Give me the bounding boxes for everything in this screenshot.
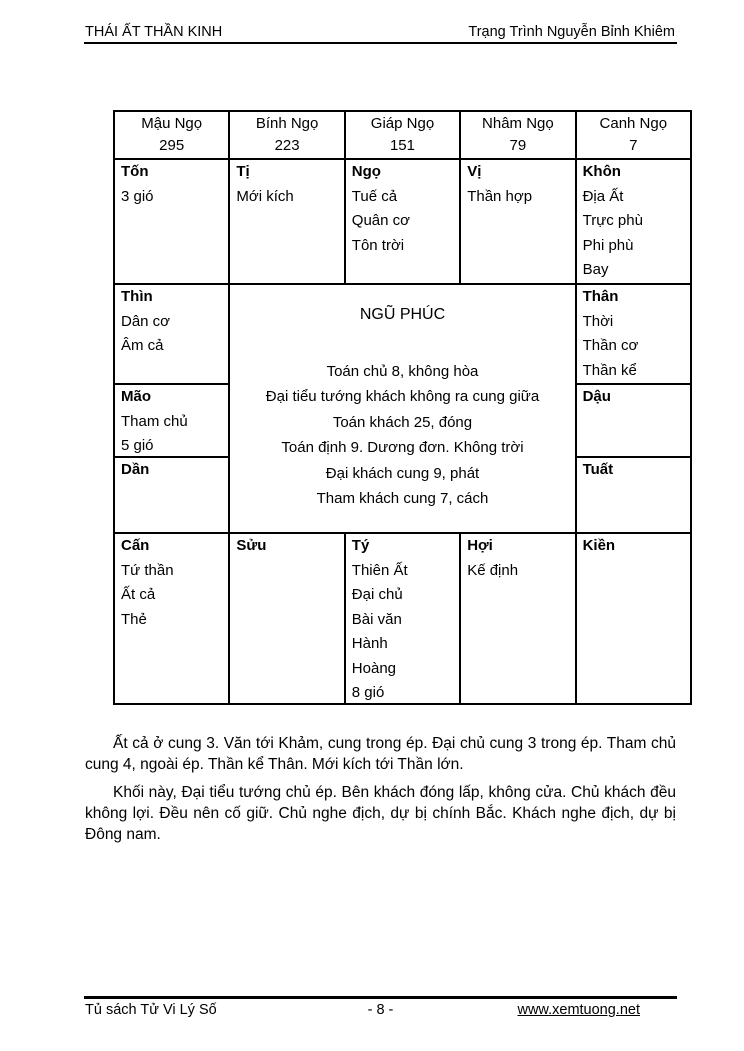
palace-cell-khon: Khôn Địa Ất Trực phù Phi phù Bay [576, 160, 690, 283]
stem-cell-canh-ngo: Canh Ngọ 7 [576, 112, 690, 158]
center-line: Tham khách cung 7, cách [316, 490, 489, 507]
footer-page-number: - 8 - [367, 1002, 394, 1018]
center-line: Đại khách cung 9, phát [325, 464, 480, 482]
palace-line: Tuế cả [351, 187, 398, 205]
palace-title: Thìn [121, 288, 153, 305]
palace-line: Quân cơ [351, 212, 410, 229]
center-summary-cell: NGŨ PHÚC Toán chủ 8, không hòa Đại tiểu … [230, 285, 575, 532]
palace-line: 3 gió [121, 187, 154, 205]
palace-cell-hoi: Hợi Kế định [461, 534, 575, 703]
palace-line: Tham chủ [121, 412, 188, 430]
palace-line: Bay [582, 261, 609, 278]
stem-value: 79 [509, 137, 527, 154]
stem-value: 151 [389, 137, 415, 154]
center-line: Toán định 9. Dương đơn. Không trời [281, 439, 524, 456]
thai-at-chart-table: Mậu Ngọ 295 Bính Ngọ 223 Giáp Ngọ 151 Nh… [113, 110, 692, 705]
stem-label: Canh Ngọ [599, 115, 668, 132]
palace-title: Vị [467, 163, 482, 180]
palace-title: Tốn [121, 163, 149, 180]
palace-line: Thời [582, 312, 614, 330]
palace-cell-dan: Dần [115, 458, 229, 532]
palace-line: Tôn trời [351, 236, 405, 254]
palace-title: Hợi [467, 537, 493, 554]
palace-line: Hành [351, 635, 388, 652]
header-author-name: Trạng Trình Nguyễn Bỉnh Khiêm [468, 24, 675, 40]
footer-website-link[interactable]: www.xemtuong.net [517, 1002, 640, 1018]
palace-line: Thẻ [121, 610, 147, 628]
palace-line: Âm cả [121, 337, 164, 354]
palace-line: Phi phù [582, 236, 634, 254]
palace-title: Dần [121, 461, 150, 478]
header-book-title: THÁI ẤT THẦN KINH [85, 24, 223, 40]
palace-title: Thân [582, 288, 619, 305]
stem-label: Giáp Ngọ [370, 115, 435, 132]
palace-title: Tị [236, 163, 250, 180]
palace-line: Thiên Ất [351, 561, 408, 579]
palace-title: Mão [121, 388, 151, 405]
stem-value: 223 [274, 137, 300, 154]
palace-title: Cấn [121, 537, 150, 554]
palace-cell-mao: Mão Tham chủ 5 gió [115, 385, 229, 456]
palace-line: Ất cả [121, 586, 156, 603]
stem-value: 7 [629, 137, 638, 154]
stem-cell-binh-ngo: Bính Ngọ 223 [230, 112, 344, 158]
center-title: NGŨ PHÚC [359, 306, 446, 323]
palace-title: Tuất [582, 461, 614, 478]
palace-title: Tý [351, 537, 370, 554]
palace-cell-thin: Thìn Dân cơ Âm cả [115, 285, 229, 383]
palace-cell-kien: Kiền [576, 534, 690, 703]
commentary-paragraph: Ất cả ở cung 3. Văn tới Khảm, cung trong… [85, 735, 676, 773]
palace-cell-tuat: Tuất [576, 458, 690, 532]
palace-line: Địa Ất [582, 187, 624, 205]
palace-line: Bài văn [351, 610, 402, 628]
palace-line: Hoàng [351, 659, 396, 677]
stem-value: 295 [159, 137, 185, 154]
stem-label: Nhâm Ngọ [482, 115, 554, 132]
palace-line: Thần kể [582, 361, 637, 379]
palace-line: Tứ thần [121, 561, 174, 579]
center-line: Đại tiểu tướng khách không ra cung giữa [265, 388, 540, 405]
stem-cell-giap-ngo: Giáp Ngọ 151 [345, 112, 460, 158]
commentary-paragraph: Khối này, Đại tiểu tướng chủ ép. Bên khá… [85, 784, 676, 843]
palace-line: Trực phù [582, 212, 643, 229]
commentary-section: Ất cả ở cung 3. Văn tới Khảm, cung trong… [85, 733, 676, 845]
footer-rule [84, 996, 677, 999]
stem-label: Mậu Ngọ [141, 115, 203, 132]
palace-line: Thần cơ [582, 337, 639, 354]
palace-cell-ty: Tý Thiên Ất Đại chủ Bài văn Hành Hoàng 8… [345, 534, 460, 703]
palace-line: Kế định [467, 561, 519, 579]
stem-cell-nham-ngo: Nhâm Ngọ 79 [461, 112, 575, 158]
stem-label: Bính Ngọ [255, 115, 319, 132]
stem-cell-mau-ngo: Mậu Ngọ 295 [115, 112, 229, 158]
palace-title: Sửu [236, 537, 267, 554]
palace-title: Kiền [582, 537, 616, 554]
center-line: Toán khách 25, đóng [332, 413, 473, 431]
palace-line: 8 gió [351, 684, 385, 701]
palace-cell-than: Thân Thời Thần cơ Thần kể [576, 285, 690, 383]
footer-series-name: Tủ sách Tử Vi Lý Số [85, 1002, 217, 1018]
palace-cell-vi: Vị Thần hợp [461, 160, 575, 283]
palace-title: Dậu [582, 388, 611, 405]
palace-line: Đại chủ [351, 586, 403, 603]
palace-cell-can: Cấn Tứ thần Ất cả Thẻ [115, 534, 229, 703]
palace-line: Dân cơ [121, 312, 171, 330]
header-rule [84, 42, 677, 44]
palace-title: Ngọ [351, 163, 381, 180]
palace-line: Thần hợp [467, 187, 533, 205]
palace-cell-ngo: Ngọ Tuế cả Quân cơ Tôn trời [345, 160, 460, 283]
palace-line: Mới kích [236, 187, 294, 205]
palace-cell-ti: Tị Mới kích [230, 160, 344, 283]
palace-cell-suu: Sửu [230, 534, 344, 703]
palace-line: 5 gió [121, 437, 154, 454]
center-line: Toán chủ 8, không hòa [326, 362, 479, 380]
palace-cell-dau: Dậu [576, 385, 690, 456]
palace-title: Khôn [582, 163, 621, 180]
palace-cell-ton: Tốn 3 gió [115, 160, 229, 283]
